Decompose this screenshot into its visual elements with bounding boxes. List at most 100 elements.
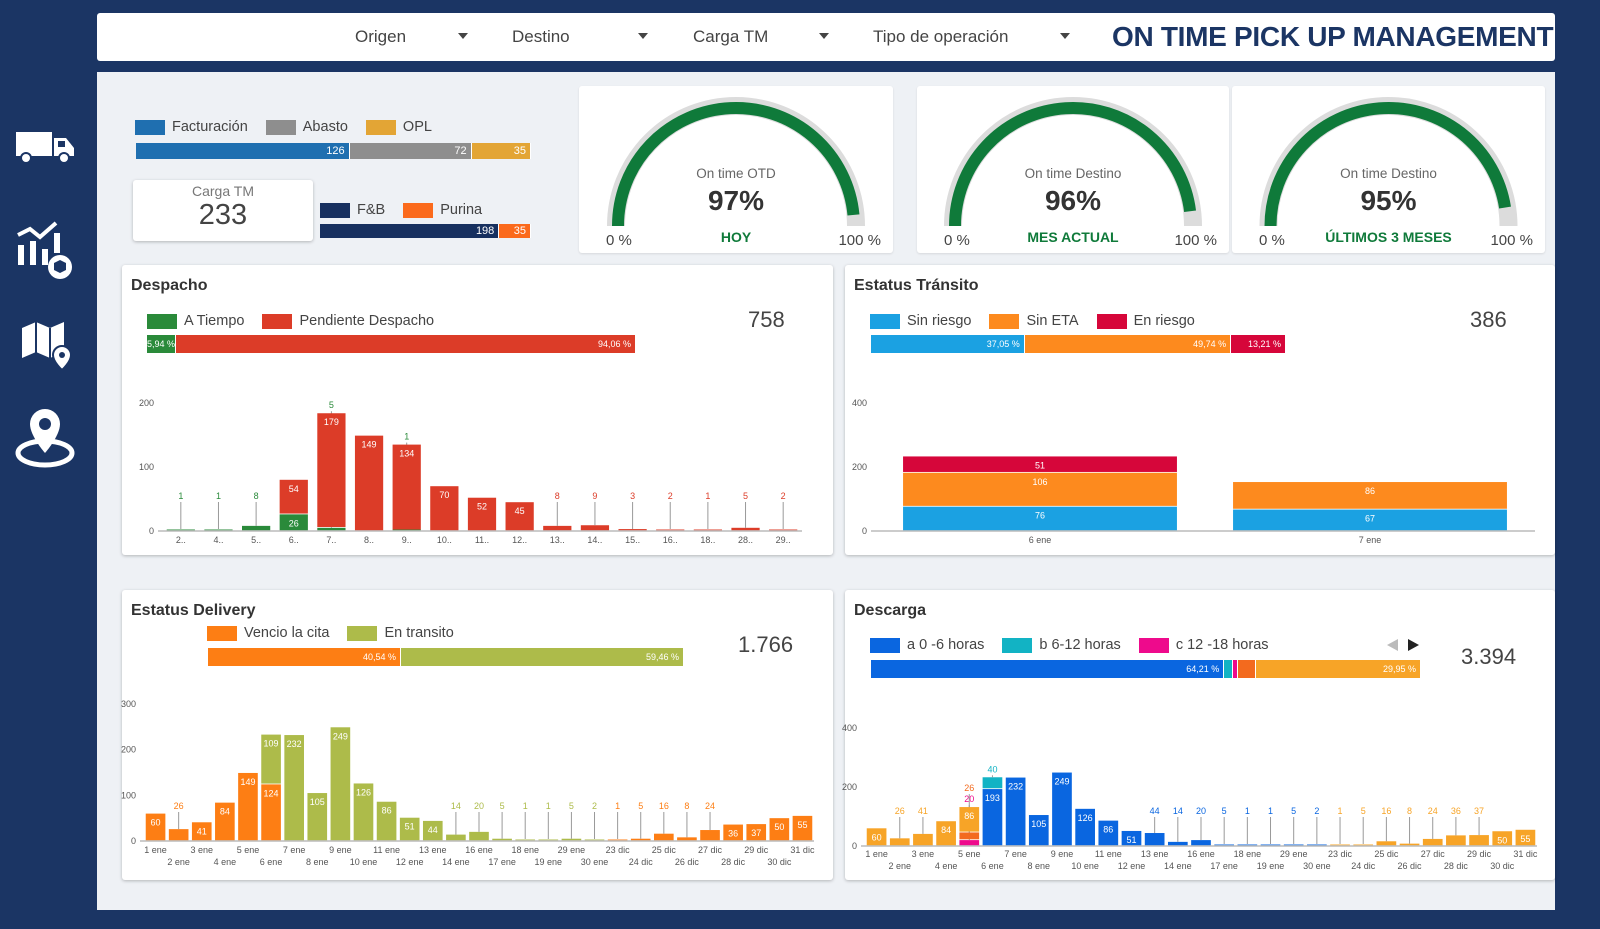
bar-series[interactable] — [1492, 831, 1513, 846]
analytics-icon[interactable] — [12, 215, 78, 281]
bar-vencio-la-cita[interactable] — [145, 813, 166, 841]
bar-vencio-la-cita[interactable] — [215, 802, 235, 841]
bar-vencio-la-cita[interactable] — [191, 822, 212, 841]
bar-pendiente-despacho[interactable] — [392, 444, 421, 530]
bar-a-0-6-horas[interactable] — [1005, 777, 1026, 846]
bar-pendiente-despacho[interactable] — [656, 529, 685, 531]
filter-destino[interactable]: Destino — [512, 27, 570, 46]
chevron-down-icon[interactable] — [458, 33, 468, 39]
bar-pendiente-despacho[interactable] — [317, 413, 346, 527]
bar-series[interactable] — [1469, 835, 1489, 846]
bar-series[interactable] — [866, 828, 887, 846]
bar-series[interactable] — [936, 821, 956, 846]
bar-a-0-6-horas[interactable] — [1167, 841, 1188, 846]
bar-a-0-6-horas[interactable] — [1144, 833, 1165, 846]
bar-series[interactable] — [1515, 829, 1536, 846]
bar-series[interactable] — [959, 807, 980, 832]
bar-series[interactable] — [1330, 844, 1350, 846]
bar-vencio-la-cita[interactable] — [261, 784, 281, 841]
bar-vencio-la-cita[interactable] — [238, 772, 258, 841]
bar-sin-eta[interactable] — [903, 472, 1177, 506]
bar-a-0-6-horas[interactable] — [1307, 844, 1327, 846]
bar-en-transito[interactable] — [492, 838, 512, 841]
bar-a-0-6-horas[interactable] — [1283, 844, 1304, 846]
filter-origen[interactable]: Origen — [355, 27, 407, 46]
bar-en-transito[interactable] — [446, 834, 466, 841]
bar-pendiente-despacho[interactable] — [467, 497, 497, 531]
bar-series[interactable] — [1353, 844, 1374, 846]
legend-prev-icon[interactable] — [1387, 639, 1398, 651]
bar-en-riesgo[interactable] — [903, 456, 1177, 472]
bar-a-0-6-horas[interactable] — [1237, 844, 1258, 846]
bar-vencio-la-cita[interactable] — [654, 833, 674, 841]
bar-en-transito[interactable] — [376, 801, 397, 841]
bar-a-tiempo[interactable] — [279, 514, 308, 531]
bar-en-transito[interactable] — [261, 734, 281, 784]
bar-a-tiempo[interactable] — [242, 525, 271, 531]
chevron-down-icon[interactable] — [1060, 33, 1070, 39]
bar-en-transito[interactable] — [307, 793, 328, 841]
bar-pendiente-despacho[interactable] — [618, 529, 647, 531]
bar-pendiente-despacho[interactable] — [769, 529, 798, 531]
bar-pendiente-despacho[interactable] — [693, 529, 722, 531]
bar-pendiente-despacho[interactable] — [430, 486, 459, 531]
bar-series[interactable] — [1446, 835, 1466, 846]
filter-tipo-operacion[interactable]: Tipo de operación — [873, 27, 1009, 46]
bar-sin-riesgo[interactable] — [903, 506, 1177, 531]
bar-en-transito[interactable] — [399, 817, 420, 841]
bar-sin-riesgo[interactable] — [1233, 509, 1507, 531]
bar-pendiente-despacho[interactable] — [354, 435, 384, 531]
bar-vencio-la-cita[interactable] — [607, 839, 628, 841]
legend-next-icon[interactable] — [1408, 639, 1419, 651]
truck-icon[interactable] — [12, 112, 78, 178]
bar-series[interactable] — [889, 838, 910, 846]
bar-c-12-18-horas[interactable] — [959, 840, 980, 846]
bar-a-0-6-horas[interactable] — [1121, 830, 1142, 846]
bar-a-tiempo[interactable] — [204, 529, 233, 531]
bar-a-tiempo[interactable] — [392, 529, 421, 531]
bar-pendiente-despacho[interactable] — [580, 525, 610, 531]
bar-vencio-la-cita[interactable] — [700, 830, 720, 841]
bar-series[interactable] — [959, 832, 980, 840]
bar-en-transito[interactable] — [353, 783, 374, 841]
bar-series[interactable] — [1376, 841, 1397, 846]
bar-en-transito[interactable] — [561, 838, 582, 841]
bar-en-transito[interactable] — [330, 727, 351, 841]
bar-sin-eta[interactable] — [1233, 482, 1507, 509]
location-pin-icon[interactable] — [12, 405, 78, 471]
bar-vencio-la-cita[interactable] — [792, 815, 813, 841]
bar-en-transito[interactable] — [284, 735, 304, 841]
bar-a-tiempo[interactable] — [317, 527, 346, 531]
bar-b-6-12-horas[interactable] — [982, 777, 1003, 789]
bar-series[interactable] — [913, 833, 933, 846]
bar-en-transito[interactable] — [469, 831, 489, 841]
bar-a-tiempo[interactable] — [166, 529, 195, 531]
filter-carga-tm[interactable]: Carga TM — [693, 27, 769, 46]
bar-en-transito[interactable] — [515, 839, 536, 841]
bar-series[interactable] — [1422, 838, 1443, 846]
bar-en-transito[interactable] — [584, 839, 605, 841]
bar-vencio-la-cita[interactable] — [769, 818, 790, 841]
chevron-down-icon[interactable] — [819, 33, 829, 39]
bar-a-0-6-horas[interactable] — [1028, 815, 1049, 846]
bar-vencio-la-cita[interactable] — [723, 824, 743, 841]
bar-a-0-6-horas[interactable] — [1214, 844, 1235, 846]
bar-a-0-6-horas[interactable] — [1260, 844, 1281, 846]
map-icon[interactable] — [12, 312, 78, 378]
bar-a-0-6-horas[interactable] — [1191, 840, 1211, 846]
bar-vencio-la-cita[interactable] — [746, 824, 767, 841]
bar-en-transito[interactable] — [538, 839, 559, 841]
bar-series[interactable] — [1399, 843, 1420, 846]
bar-pendiente-despacho[interactable] — [279, 479, 308, 514]
bar-a-0-6-horas[interactable] — [1052, 772, 1072, 846]
bar-pendiente-despacho[interactable] — [505, 502, 534, 531]
chevron-down-icon[interactable] — [638, 33, 648, 39]
bar-vencio-la-cita[interactable] — [677, 837, 697, 841]
bar-vencio-la-cita[interactable] — [630, 838, 651, 841]
bar-a-0-6-horas[interactable] — [1098, 820, 1119, 846]
bar-pendiente-despacho[interactable] — [731, 527, 760, 531]
bar-a-0-6-horas[interactable] — [1075, 808, 1095, 846]
bar-vencio-la-cita[interactable] — [168, 829, 189, 841]
bar-en-transito[interactable] — [422, 820, 443, 841]
bar-a-0-6-horas[interactable] — [982, 789, 1003, 846]
